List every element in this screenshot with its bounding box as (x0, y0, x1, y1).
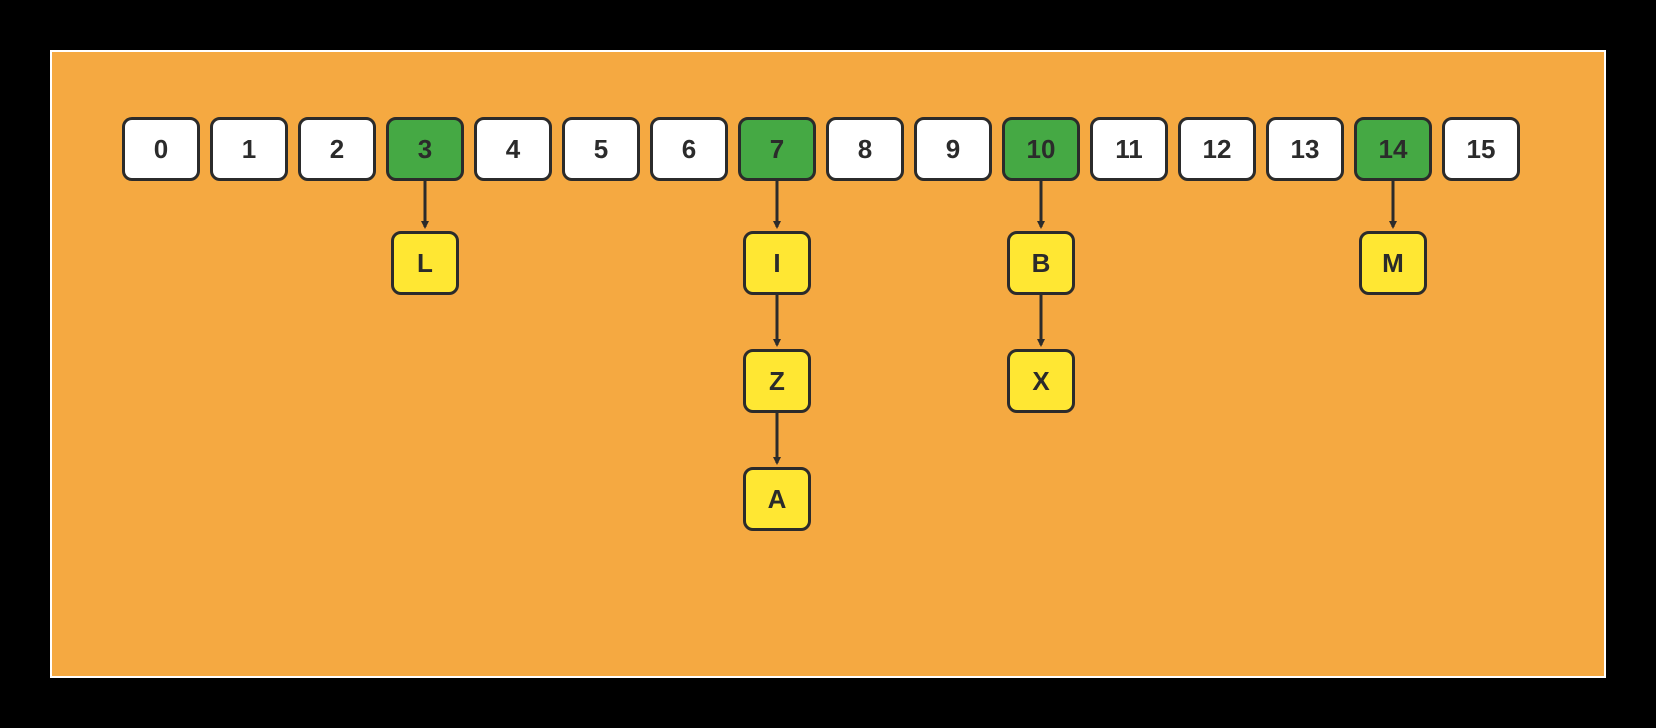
chain-node-L: L (391, 231, 459, 295)
array-cell-7: 7 (738, 117, 816, 181)
diagram-panel: 0123456789101112131415LIZABXM (52, 52, 1604, 676)
array-cell-9: 9 (914, 117, 992, 181)
array-cell-15: 15 (1442, 117, 1520, 181)
array-cell-10: 10 (1002, 117, 1080, 181)
array-cell-6: 6 (650, 117, 728, 181)
chain-node-B: B (1007, 231, 1075, 295)
array-cell-12: 12 (1178, 117, 1256, 181)
array-cell-4: 4 (474, 117, 552, 181)
array-cell-13: 13 (1266, 117, 1344, 181)
chain-node-M: M (1359, 231, 1427, 295)
array-cell-0: 0 (122, 117, 200, 181)
array-cell-2: 2 (298, 117, 376, 181)
array-cell-8: 8 (826, 117, 904, 181)
array-cell-14: 14 (1354, 117, 1432, 181)
chain-node-Z: Z (743, 349, 811, 413)
array-cell-5: 5 (562, 117, 640, 181)
chain-node-I: I (743, 231, 811, 295)
chain-node-A: A (743, 467, 811, 531)
array-cell-1: 1 (210, 117, 288, 181)
chain-node-X: X (1007, 349, 1075, 413)
diagram-frame: 0123456789101112131415LIZABXM (50, 50, 1606, 678)
array-cell-11: 11 (1090, 117, 1168, 181)
array-cell-3: 3 (386, 117, 464, 181)
